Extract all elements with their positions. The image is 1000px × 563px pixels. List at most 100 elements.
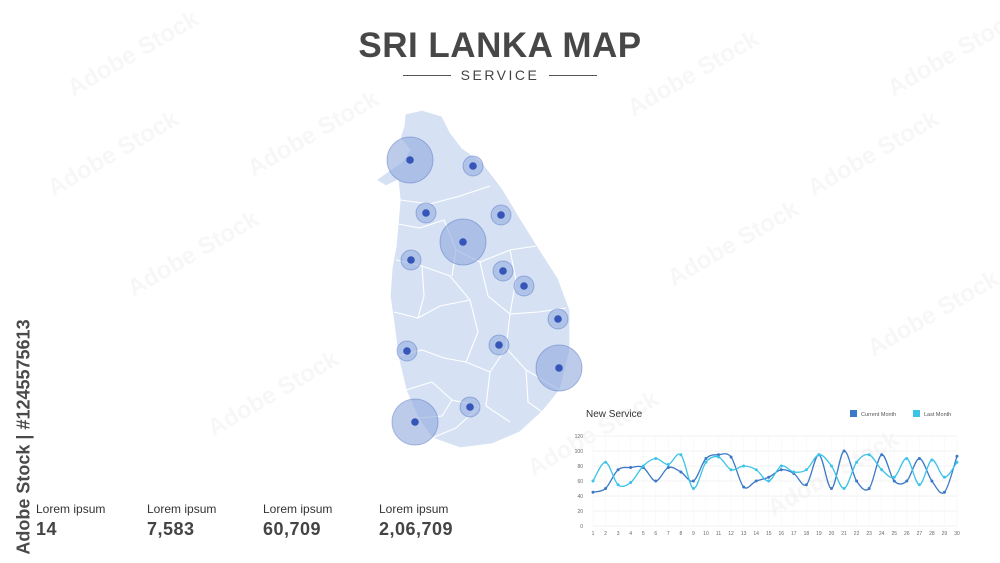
watermark-tile: Adobe Stock	[202, 345, 344, 442]
x-tick-label: 13	[741, 531, 747, 537]
marker-dot	[520, 282, 528, 290]
marker-ratnapura[interactable]	[459, 396, 481, 418]
marker-dot	[554, 315, 562, 323]
data-point	[629, 466, 633, 469]
marker-dot	[499, 267, 507, 275]
marker-badulla[interactable]	[488, 334, 510, 356]
district-border	[399, 185, 491, 205]
y-tick-label: 100	[575, 449, 584, 455]
data-point	[842, 449, 846, 453]
data-point	[905, 457, 909, 460]
x-tick-label: 5	[642, 531, 645, 537]
watermark-tile: Adobe Stock	[662, 195, 804, 292]
marker-dot	[495, 341, 503, 349]
data-point	[679, 470, 683, 474]
data-point	[892, 475, 896, 479]
stat-2: Lorem ipsum 7,583	[147, 502, 216, 540]
data-point	[917, 457, 921, 460]
series-last-month	[591, 453, 959, 490]
subtitle-row: SERVICE	[0, 67, 1000, 83]
marker-dot	[407, 256, 415, 264]
x-tick-label: 12	[728, 531, 734, 537]
marker-polonnaruwa[interactable]	[492, 260, 514, 282]
marker-puttalam[interactable]	[400, 249, 422, 271]
data-point	[616, 483, 620, 487]
data-point	[930, 458, 934, 462]
marker-mullaitivu[interactable]	[462, 155, 484, 177]
stat-value: 14	[36, 519, 58, 539]
marker-batticaloa[interactable]	[513, 275, 535, 297]
data-point	[604, 487, 608, 490]
x-tick-label: 22	[854, 531, 860, 537]
data-point	[855, 460, 859, 464]
page-subtitle: SERVICE	[460, 67, 540, 83]
marker-monaragala[interactable]	[535, 344, 583, 392]
marker-dot	[422, 209, 430, 217]
marker-dot	[403, 347, 411, 355]
x-tick-label: 29	[942, 531, 948, 537]
x-tick-label: 27	[917, 531, 923, 537]
stat-3: Lorem ipsum 60,709	[263, 502, 332, 540]
series-line	[592, 450, 958, 494]
x-tick-label: 8	[679, 531, 682, 537]
data-point	[792, 470, 796, 474]
x-tick-label: 26	[904, 531, 910, 537]
legend-label-current: Current Month	[861, 412, 896, 418]
data-point	[754, 479, 758, 483]
x-tick-label: 28	[929, 531, 935, 537]
map-markers	[386, 136, 583, 446]
data-point	[842, 487, 846, 490]
marker-colombo[interactable]	[396, 340, 418, 362]
x-tick-label: 9	[692, 531, 695, 537]
watermark-tile: Adobe Stock	[122, 205, 264, 302]
chart-legend: Current Month Last Month	[850, 410, 951, 418]
legend-swatch-current	[850, 410, 857, 417]
marker-galle[interactable]	[391, 398, 439, 446]
data-point	[641, 464, 645, 468]
y-tick-label: 120	[575, 434, 584, 440]
marker-dot	[469, 162, 477, 170]
stat-label: Lorem ipsum	[147, 502, 217, 516]
y-tick-label: 80	[577, 464, 583, 470]
stock-watermark-text: Adobe Stock | #1245575613	[13, 319, 34, 555]
marker-jaffna[interactable]	[386, 136, 434, 184]
marker-dot	[411, 418, 419, 426]
x-tick-label: 17	[791, 531, 797, 537]
legend-label-last: Last Month	[924, 412, 951, 418]
marker-ampara[interactable]	[547, 308, 569, 330]
district-border	[525, 369, 543, 413]
data-point	[654, 479, 658, 483]
x-tick-label: 14	[753, 531, 759, 537]
data-point	[704, 457, 708, 460]
data-point	[742, 464, 746, 468]
data-point	[955, 460, 959, 464]
marker-trincomalee[interactable]	[490, 204, 512, 226]
data-point	[704, 460, 708, 464]
marker-dot	[466, 403, 474, 411]
stat-value: 60,709	[263, 519, 322, 539]
line-chart: New Service Current Month Last Month 0 20…	[575, 409, 960, 537]
data-point	[779, 468, 783, 472]
stat-label: Lorem ipsum	[379, 502, 449, 516]
data-point	[591, 479, 595, 483]
data-point	[930, 479, 934, 483]
data-point	[691, 487, 695, 490]
marker-anuradhapura[interactable]	[439, 218, 487, 266]
x-tick-label: 6	[654, 531, 657, 537]
data-point	[855, 479, 859, 483]
sri-lanka-map	[374, 109, 583, 449]
marker-dot	[406, 156, 414, 164]
x-tick-label: 24	[879, 531, 885, 537]
marker-vavuniya[interactable]	[415, 202, 437, 224]
data-point	[829, 464, 833, 468]
data-point	[942, 490, 946, 494]
marker-dot	[555, 364, 563, 372]
x-tick-label: 23	[866, 531, 872, 537]
legend-swatch-last	[913, 410, 920, 417]
x-tick-label: 3	[617, 531, 620, 537]
data-point	[729, 468, 733, 472]
data-point	[717, 453, 721, 457]
data-point	[880, 453, 884, 457]
x-tick-label: 4	[629, 531, 632, 537]
